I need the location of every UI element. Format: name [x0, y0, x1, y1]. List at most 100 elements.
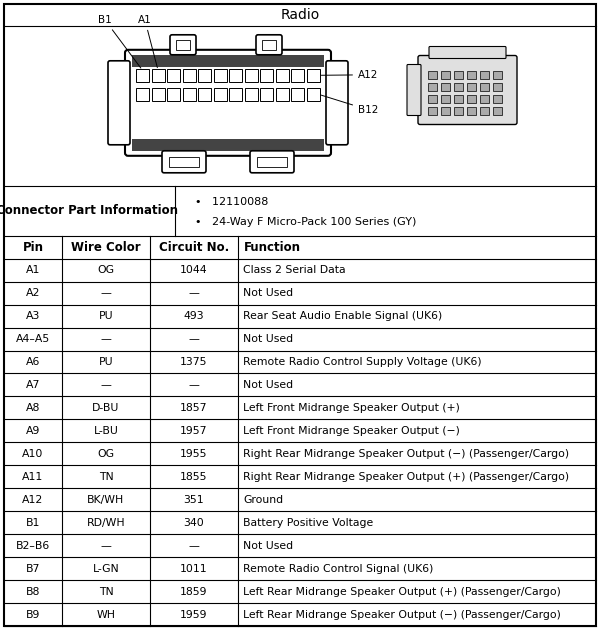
- Bar: [307, 88, 320, 101]
- Text: B1: B1: [98, 14, 141, 68]
- Text: Left Rear Midrange Speaker Output (+) (Passenger/Cargo): Left Rear Midrange Speaker Output (+) (P…: [243, 587, 561, 597]
- Bar: [441, 71, 450, 79]
- Bar: [262, 40, 276, 50]
- Bar: [132, 55, 324, 67]
- Text: Left Front Midrange Speaker Output (−): Left Front Midrange Speaker Output (−): [243, 426, 460, 436]
- Bar: [428, 83, 437, 91]
- Text: A11: A11: [22, 472, 44, 482]
- Bar: [229, 69, 242, 82]
- Text: Left Rear Midrange Speaker Output (−) (Passenger/Cargo): Left Rear Midrange Speaker Output (−) (P…: [243, 609, 561, 619]
- Bar: [493, 83, 502, 91]
- Text: TN: TN: [98, 587, 113, 597]
- Text: Function: Function: [244, 241, 301, 254]
- Bar: [167, 88, 180, 101]
- Bar: [214, 88, 227, 101]
- Text: A10: A10: [22, 449, 44, 459]
- Bar: [136, 88, 149, 101]
- Text: Not Used: Not Used: [243, 380, 293, 390]
- Text: RD/WH: RD/WH: [86, 518, 125, 528]
- Bar: [176, 40, 190, 50]
- Text: B12: B12: [321, 95, 379, 115]
- Bar: [454, 83, 463, 91]
- FancyBboxPatch shape: [170, 35, 196, 55]
- Bar: [480, 83, 489, 91]
- Bar: [214, 69, 227, 82]
- Text: Connector Part Information: Connector Part Information: [0, 205, 179, 217]
- Bar: [480, 94, 489, 103]
- Text: A6: A6: [26, 357, 40, 367]
- Text: B1: B1: [26, 518, 40, 528]
- Text: WH: WH: [97, 609, 115, 619]
- Bar: [257, 157, 287, 167]
- FancyBboxPatch shape: [407, 64, 421, 115]
- FancyBboxPatch shape: [250, 151, 294, 173]
- Text: 1859: 1859: [180, 587, 208, 597]
- Bar: [454, 71, 463, 79]
- Bar: [198, 88, 211, 101]
- Bar: [260, 69, 274, 82]
- Text: B2–B6: B2–B6: [16, 541, 50, 551]
- Text: —: —: [101, 288, 112, 298]
- Text: OG: OG: [97, 265, 115, 275]
- Text: L-GN: L-GN: [92, 564, 119, 573]
- Bar: [292, 69, 304, 82]
- FancyBboxPatch shape: [256, 35, 282, 55]
- Bar: [493, 71, 502, 79]
- Text: —: —: [101, 380, 112, 390]
- Text: Left Front Midrange Speaker Output (+): Left Front Midrange Speaker Output (+): [243, 403, 460, 413]
- Bar: [467, 83, 476, 91]
- Bar: [441, 94, 450, 103]
- Text: A7: A7: [26, 380, 40, 390]
- Text: 351: 351: [184, 495, 205, 505]
- Text: 1375: 1375: [180, 357, 208, 367]
- Bar: [454, 106, 463, 115]
- Bar: [428, 106, 437, 115]
- Bar: [152, 88, 164, 101]
- Bar: [467, 94, 476, 103]
- Text: Not Used: Not Used: [243, 334, 293, 344]
- Bar: [132, 139, 324, 151]
- Text: —: —: [188, 334, 199, 344]
- Text: •   24-Way F Micro-Pack 100 Series (GY): • 24-Way F Micro-Pack 100 Series (GY): [195, 217, 416, 227]
- Text: —: —: [101, 334, 112, 344]
- Text: Rear Seat Audio Enable Signal (UK6): Rear Seat Audio Enable Signal (UK6): [243, 311, 442, 321]
- Text: 340: 340: [184, 518, 205, 528]
- Text: •   12110088: • 12110088: [195, 197, 268, 207]
- FancyBboxPatch shape: [162, 151, 206, 173]
- Bar: [276, 88, 289, 101]
- Bar: [169, 157, 199, 167]
- FancyBboxPatch shape: [429, 47, 506, 59]
- Text: —: —: [188, 541, 199, 551]
- Bar: [229, 88, 242, 101]
- Text: A1: A1: [26, 265, 40, 275]
- Text: Right Rear Midrange Speaker Output (−) (Passenger/Cargo): Right Rear Midrange Speaker Output (−) (…: [243, 449, 569, 459]
- Text: Radio: Radio: [280, 8, 320, 22]
- Text: —: —: [188, 288, 199, 298]
- Text: Battery Positive Voltage: Battery Positive Voltage: [243, 518, 373, 528]
- FancyBboxPatch shape: [326, 61, 348, 145]
- Text: A12: A12: [321, 70, 379, 80]
- Bar: [428, 71, 437, 79]
- Text: PU: PU: [98, 311, 113, 321]
- Text: Not Used: Not Used: [243, 288, 293, 298]
- Text: 1855: 1855: [180, 472, 208, 482]
- Text: Circuit No.: Circuit No.: [159, 241, 229, 254]
- Text: A3: A3: [26, 311, 40, 321]
- Bar: [245, 69, 258, 82]
- Bar: [182, 88, 196, 101]
- Bar: [198, 69, 211, 82]
- Text: A4–A5: A4–A5: [16, 334, 50, 344]
- Bar: [245, 88, 258, 101]
- Bar: [441, 106, 450, 115]
- Bar: [276, 69, 289, 82]
- Text: Ground: Ground: [243, 495, 283, 505]
- Text: BK/WH: BK/WH: [88, 495, 125, 505]
- Text: A1: A1: [138, 14, 157, 67]
- Text: PU: PU: [98, 357, 113, 367]
- Text: 1957: 1957: [180, 426, 208, 436]
- Text: Right Rear Midrange Speaker Output (+) (Passenger/Cargo): Right Rear Midrange Speaker Output (+) (…: [243, 472, 569, 482]
- Bar: [307, 69, 320, 82]
- Text: 493: 493: [184, 311, 205, 321]
- FancyBboxPatch shape: [108, 61, 130, 145]
- Text: A12: A12: [22, 495, 44, 505]
